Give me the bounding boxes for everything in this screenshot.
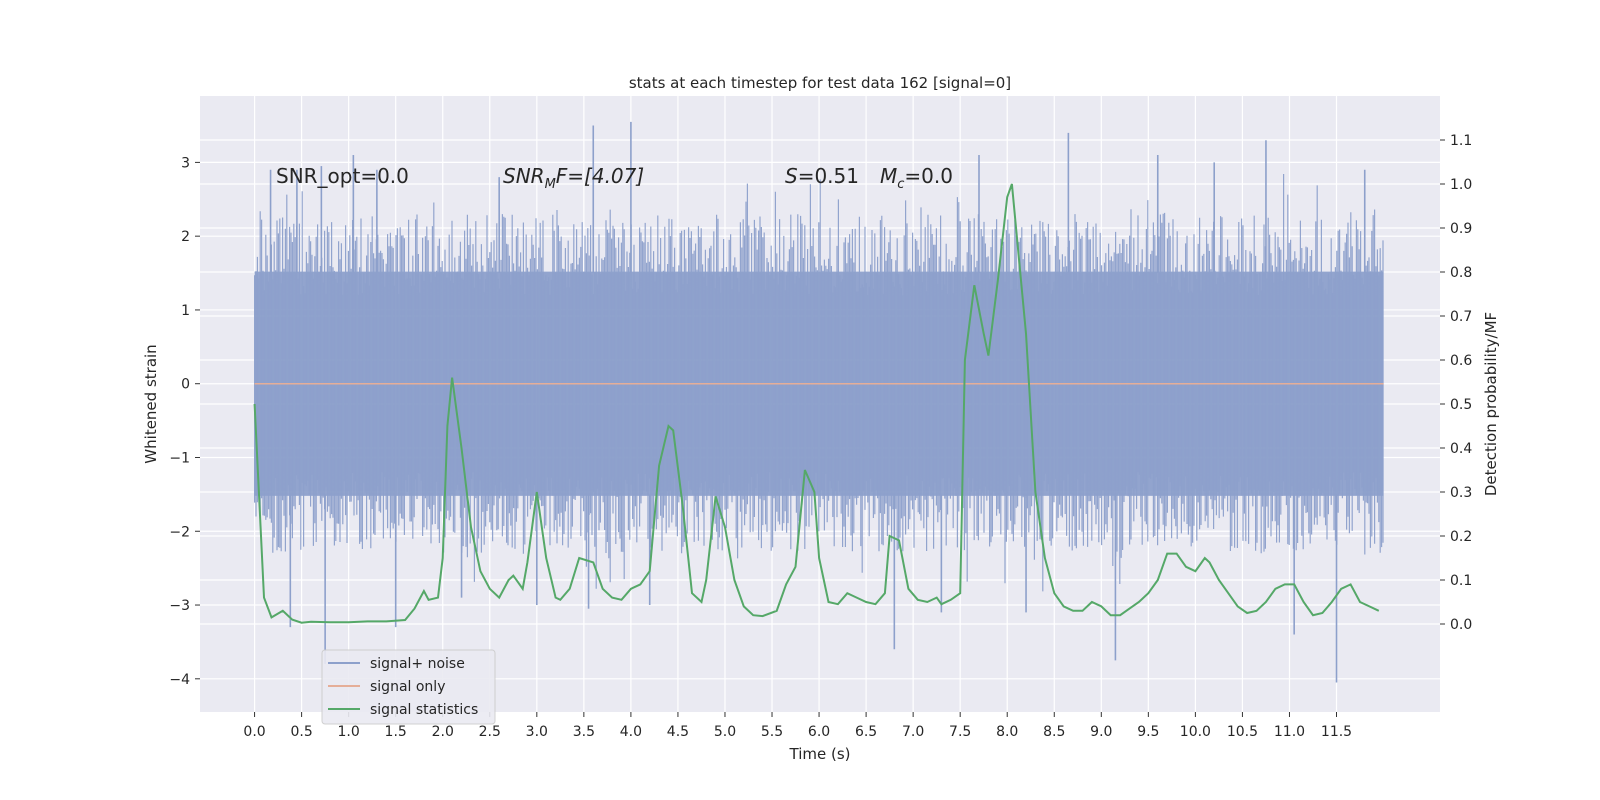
x-tick-label-22: 11.0 xyxy=(1274,724,1305,740)
x-tick-label-21: 10.5 xyxy=(1227,724,1258,740)
y-left-tick-label-6: 2 xyxy=(181,229,190,245)
y-right-tick-label-9: 0.9 xyxy=(1450,221,1472,237)
x-tick-label-17: 8.5 xyxy=(1043,724,1065,740)
x-tick-label-6: 3.0 xyxy=(526,724,548,740)
legend: signal+ noise signal only signal statist… xyxy=(321,649,496,725)
y-left-tick-label-7: 3 xyxy=(181,155,190,171)
x-tick-label-16: 8.0 xyxy=(996,724,1018,740)
y-right-tick-label-11: 1.1 xyxy=(1450,133,1472,149)
annotation-s: S=0.51 xyxy=(785,164,859,188)
x-tick-label-23: 11.5 xyxy=(1321,724,1352,740)
legend-label-signal-noise: signal+ noise xyxy=(370,656,465,672)
y-left-tick-label-3: −1 xyxy=(169,450,190,466)
y-right-tick-label-7: 0.7 xyxy=(1450,309,1472,325)
x-axis-ticks: 0.0 0.5 1.0 1.5 2.0 2.5 3.0 3.5 4.0 4.5 5.0 5.5 6.0 6… xyxy=(243,712,1352,740)
y-right-tick-label-5: 0.5 xyxy=(1450,397,1472,413)
y-axis-right-ticks: 0.0 0.1 0.2 0.3 0.4 0.5 0.6 0.7 0.8 0.9 1.0 1.1 xyxy=(1440,133,1472,633)
legend-label-signal-statistics: signal statistics xyxy=(370,702,478,718)
y-right-tick-label-3: 0.3 xyxy=(1450,485,1472,501)
x-tick-label-12: 6.0 xyxy=(808,724,830,740)
annotation-snr-mf: SNRMF=[4.07] xyxy=(503,164,644,192)
y-axis-left-ticks: −4 −3 −2 −1 0 1 2 3 xyxy=(169,155,200,688)
y-right-tick-label-10: 1.0 xyxy=(1450,177,1472,193)
y-left-tick-label-0: −4 xyxy=(169,672,190,688)
x-tick-label-9: 4.5 xyxy=(667,724,689,740)
x-axis-label: Time (s) xyxy=(789,745,851,763)
x-tick-label-14: 7.0 xyxy=(902,724,924,740)
legend-box xyxy=(321,649,496,725)
x-tick-label-4: 2.0 xyxy=(432,724,454,740)
y-right-tick-label-6: 0.6 xyxy=(1450,353,1472,369)
x-tick-label-5: 2.5 xyxy=(479,724,501,740)
x-tick-label-19: 9.5 xyxy=(1137,724,1159,740)
legend-label-signal-only: signal only xyxy=(370,679,445,695)
y-right-tick-label-8: 0.8 xyxy=(1450,265,1472,281)
x-tick-label-10: 5.0 xyxy=(714,724,736,740)
x-tick-label-1: 0.5 xyxy=(290,724,312,740)
y-right-tick-label-0: 0.0 xyxy=(1450,617,1472,633)
y-left-tick-label-5: 1 xyxy=(181,303,190,319)
x-tick-label-20: 10.0 xyxy=(1180,724,1211,740)
x-tick-label-18: 9.0 xyxy=(1090,724,1112,740)
x-tick-label-3: 1.5 xyxy=(385,724,407,740)
x-tick-label-13: 6.5 xyxy=(855,724,877,740)
chart-title: stats at each timestep for test data 162… xyxy=(629,74,1011,92)
y-right-tick-label-1: 0.1 xyxy=(1450,573,1472,589)
x-tick-label-15: 7.5 xyxy=(949,724,971,740)
x-tick-label-0: 0.0 xyxy=(243,724,265,740)
x-tick-label-2: 1.0 xyxy=(338,724,360,740)
y-right-tick-label-2: 0.2 xyxy=(1450,529,1472,545)
annotation-snr-opt: SNR_opt=0.0 xyxy=(276,164,409,188)
series-signal-statistics xyxy=(253,183,1380,624)
x-tick-label-8: 4.0 xyxy=(620,724,642,740)
y-right-tick-label-4: 0.4 xyxy=(1450,441,1472,457)
x-tick-label-7: 3.5 xyxy=(573,724,595,740)
annotation-mc: Mc=0.0 xyxy=(880,164,953,192)
y-left-tick-label-4: 0 xyxy=(181,377,190,393)
y-axis-right-label: Detection probability/MF xyxy=(1482,312,1500,496)
noise-trace xyxy=(254,174,1384,592)
y-left-tick-label-2: −2 xyxy=(169,524,190,540)
y-left-tick-label-1: −3 xyxy=(169,598,190,614)
y-axis-left-label: Whitened strain xyxy=(142,344,160,463)
x-tick-label-11: 5.5 xyxy=(761,724,783,740)
